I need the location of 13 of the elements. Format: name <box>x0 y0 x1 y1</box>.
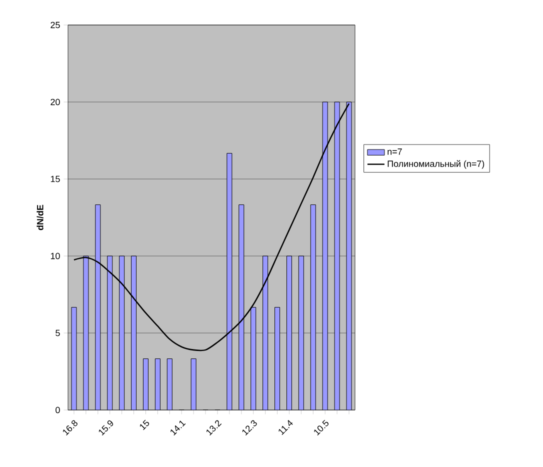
y-tick-label: 20 <box>50 98 60 106</box>
y-tick-label: 0 <box>56 406 60 414</box>
bar <box>310 204 316 410</box>
legend-label: n=7 <box>388 148 402 155</box>
x-tick-label: 11.4 <box>278 420 293 435</box>
y-tick-label: 5 <box>56 330 60 336</box>
y-tick-label: 15 <box>50 176 60 182</box>
y-tick-label: 10 <box>50 252 60 260</box>
y-tick-label: 25 <box>50 22 60 28</box>
y-axis-title: dN/dE <box>36 204 44 230</box>
x-tick-label: 15 <box>140 420 150 430</box>
legend-label: Полиномиальный (n=7) <box>388 160 484 169</box>
x-tick-label: 14.1 <box>170 420 186 436</box>
